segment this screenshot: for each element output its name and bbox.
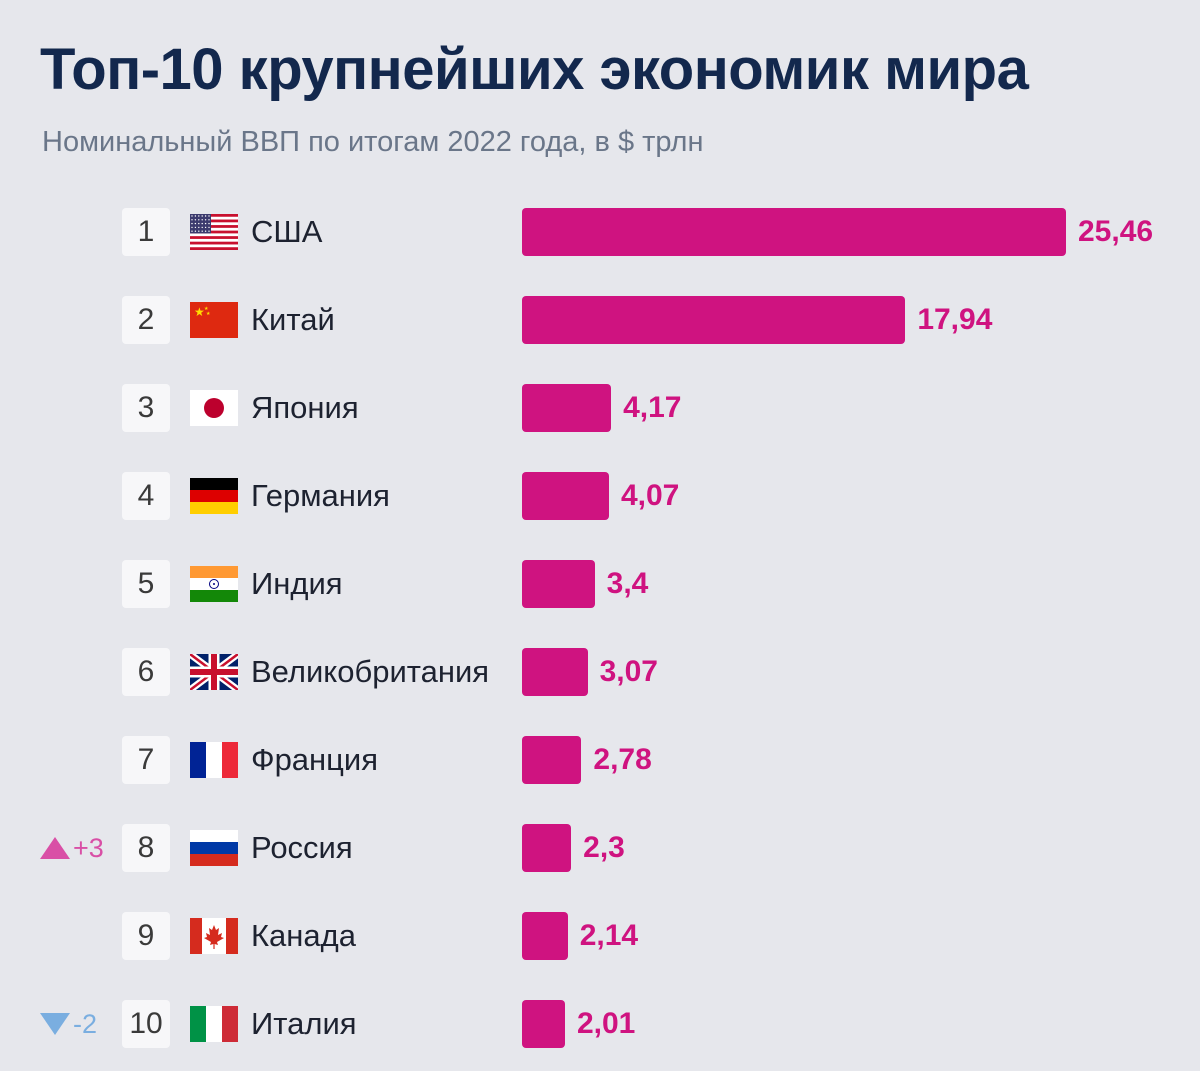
chart-row: 2 ★ ★ ★ Китай 17,94 [0,288,1200,352]
chart-row: -2 10 Италия 2,01 [0,992,1200,1056]
svg-text:★: ★ [206,311,211,317]
chart-row: 7 Франция 2,78 [0,728,1200,792]
value-label: 3,4 [606,567,649,600]
triangle-up-icon [40,837,70,859]
country-label: Германия [251,478,390,513]
it-flag-icon [190,1006,238,1042]
de-flag-icon [190,478,238,514]
bar [522,824,572,872]
rank-number: 2 [122,296,170,344]
chart-row: 5 Индия 3,4 [0,552,1200,616]
country-label: Италия [251,1006,357,1041]
rank-number: 6 [122,648,170,696]
svg-text:★: ★ [204,306,209,312]
ca-flag-icon [190,918,238,954]
chart-row: 9 Канада 2,14 [0,904,1200,968]
bar [522,208,1066,256]
value-label: 2,3 [583,831,625,864]
value-label: 2,78 [593,743,652,776]
country-label: Индия [251,566,343,601]
chart-row: +3 8 Россия 2,3 [0,816,1200,880]
cn-flag-icon: ★ ★ ★ [190,302,238,338]
rank-number: 5 [122,560,170,608]
rank-number: 3 [122,384,170,432]
fr-flag-icon [190,742,238,778]
bar [522,912,568,960]
rank-number: 10 [122,1000,170,1048]
chart-subtitle: Номинальный ВВП по итогам 2022 года, в $… [42,126,704,158]
country-label: США [251,214,323,249]
rank-change-label: -2 [73,1008,98,1039]
chart-row: 1 США 25,46 [0,200,1200,264]
triangle-down-icon [40,1013,70,1035]
in-flag-icon [190,566,238,602]
rank-number: 7 [122,736,170,784]
bar [522,560,595,608]
country-label: Великобритания [251,654,490,689]
chart-row: 3 Япония 4,17 [0,376,1200,440]
bar [522,648,588,696]
country-label: Канада [251,918,356,953]
rank-number: 8 [122,824,170,872]
value-label: 25,46 [1078,215,1154,248]
rank-change-up: +3 [40,830,104,866]
gb-flag-icon [190,654,238,690]
value-label: 2,01 [576,1007,636,1040]
chart-title: Топ-10 крупнейших экономик мира [40,37,1029,102]
value-label: 4,17 [623,391,682,424]
country-label: Япония [251,390,359,425]
value-label: 4,07 [620,479,680,512]
value-label: 3,07 [599,655,658,688]
rank-number: 1 [122,208,170,256]
country-label: Китай [251,302,335,337]
country-label: Франция [251,742,379,777]
country-label: Россия [251,830,353,865]
bar [522,296,906,344]
bar [522,472,609,520]
rank-number: 9 [122,912,170,960]
bar [522,384,612,432]
ru-flag-icon [190,830,238,866]
chart-row: 6 Великобритания 3,07 [0,640,1200,704]
rank-change-down: -2 [40,1006,97,1042]
value-label: 2,14 [579,919,639,952]
chart-row: 4 Германия 4,07 [0,464,1200,528]
us-flag-icon [190,214,238,250]
value-label: 17,94 [917,303,993,336]
rank-number: 4 [122,472,170,520]
bar [522,1000,565,1048]
svg-text:★: ★ [194,305,205,319]
jp-flag-icon [190,390,238,426]
bar [522,736,582,784]
rank-change-label: +3 [73,832,104,863]
